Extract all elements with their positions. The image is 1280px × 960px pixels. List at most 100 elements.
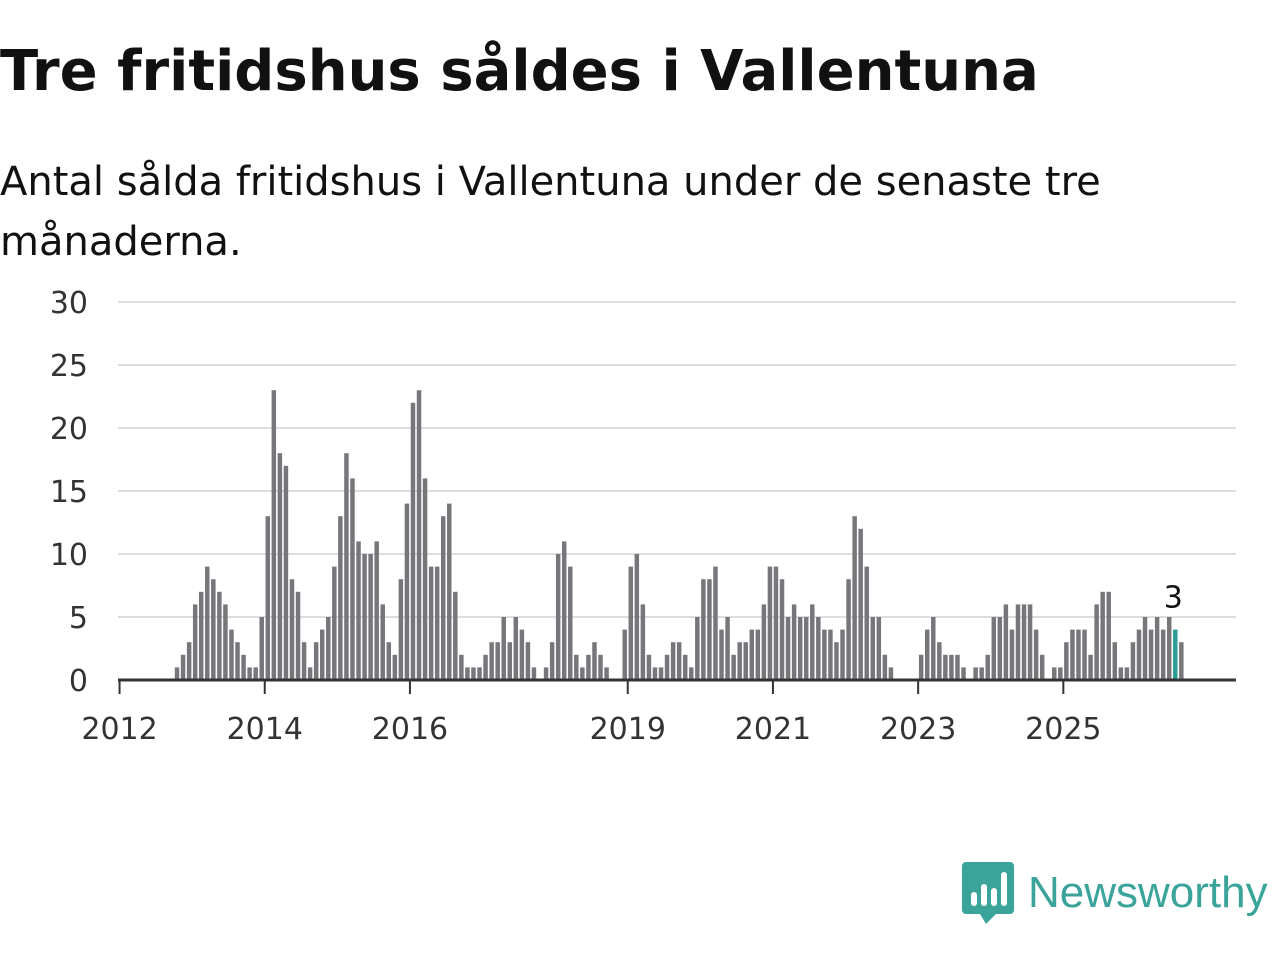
y-tick-label: 30 [50,286,88,321]
bar [864,566,869,680]
last-value-label: 3 [1164,581,1183,616]
bar [271,390,277,680]
bar [1160,629,1166,680]
bar [761,604,767,680]
bar [1088,654,1093,680]
bar [477,667,482,680]
bar [743,642,748,680]
bar [1124,667,1130,680]
bar [592,642,597,680]
bar [646,654,652,680]
chart-title: Tre fritidshus såldes i Vallentuna [0,39,1039,104]
bar [1009,629,1015,680]
bar [507,642,513,680]
bar [265,516,271,680]
bar [434,566,440,680]
y-tick-label: 0 [69,664,88,699]
bar [882,654,888,680]
bar [852,516,857,680]
bar [561,541,567,680]
bar [719,629,724,680]
bar [211,579,216,680]
bar [180,654,186,680]
bar [1064,642,1069,680]
bar [247,667,252,680]
bar [961,667,966,680]
bar [658,667,664,680]
bar [767,566,773,680]
bar [888,667,894,680]
bar [1094,604,1099,680]
bar [568,566,573,680]
bar [410,402,416,680]
bar [319,629,325,680]
bar [997,617,1003,680]
bar [543,667,549,680]
bar [695,617,700,680]
bar [924,629,930,680]
bar [598,654,603,680]
bar [495,642,500,680]
bar [1058,667,1063,680]
bar [1148,629,1154,680]
bar-highlight [1173,629,1178,680]
bar [459,654,464,680]
bar [1027,604,1033,680]
bar [791,604,797,680]
bar [840,629,845,680]
bar [737,642,742,680]
bar [313,642,319,680]
bar [1106,591,1111,680]
bar [1130,642,1136,680]
bar [1112,642,1118,680]
x-tick-label: 2023 [880,712,956,747]
bar [1076,629,1081,680]
bar [785,617,791,680]
bar [973,667,978,680]
bar [198,591,204,680]
bar [937,642,942,680]
bar [344,453,349,680]
bar [604,667,609,680]
bar [549,642,555,680]
bar [422,478,428,680]
bar [519,629,525,680]
bar [876,617,882,680]
bar [277,453,283,680]
bar [223,604,228,680]
x-tick-label: 2016 [372,712,448,747]
bar [259,617,264,680]
bar [404,503,410,680]
bar [725,617,730,680]
bar [949,654,954,680]
bar [368,554,373,680]
bar [689,667,694,680]
bar [628,566,634,680]
bar [670,642,676,680]
bar [755,629,761,680]
bar [186,642,192,680]
bar [283,465,289,680]
bar [1070,629,1075,680]
chart-subtitle: Antal sålda fritidshus i Vallentuna unde… [0,159,1101,265]
bar [501,617,506,680]
bar [676,642,682,680]
x-tick-label: 2025 [1025,712,1101,747]
brand-logo[interactable]: Newsworthy [962,862,1268,924]
bar [828,629,833,680]
bar [471,667,476,680]
bar [380,604,385,680]
bar [386,642,392,680]
bar [991,617,997,680]
x-tick-label: 2014 [227,712,303,747]
bar [707,579,712,680]
bar [1003,604,1009,680]
bar [513,617,519,680]
bar [749,629,755,680]
bar [289,579,295,680]
bar [453,591,458,680]
last-value-label-halo: 3 [1164,581,1183,616]
y-tick-label: 15 [50,475,88,510]
newsworthy-logo-icon [962,862,1014,924]
bar [797,617,803,680]
